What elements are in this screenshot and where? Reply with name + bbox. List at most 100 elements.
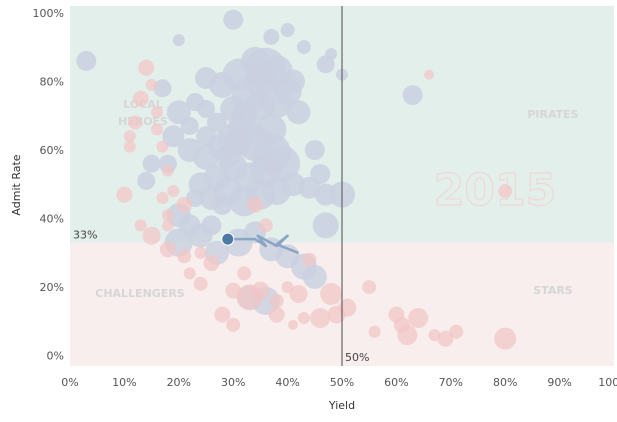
x-tick-label: 60% (384, 376, 408, 389)
y-tick-label: 60% (40, 144, 64, 157)
bubble-blue-25 (186, 93, 205, 111)
x-tick-label: 40% (275, 376, 299, 389)
bubble-blue-4 (280, 23, 295, 37)
bubble-pink-2 (132, 90, 149, 107)
bubble-blue-75 (212, 194, 233, 215)
bubbles (76, 9, 517, 350)
bubble-blue-9 (402, 85, 423, 106)
y-tick-label: 80% (40, 75, 64, 88)
x-tick-label: 20% (167, 376, 191, 389)
bubble-pink-16 (159, 241, 176, 258)
bubble-pink-43 (498, 184, 513, 199)
bubble-pink-37 (408, 308, 429, 328)
reference-lines: 50% 33% (73, 6, 369, 366)
y-axis-label: Admit Rate (10, 154, 23, 215)
bubble-pink-49 (194, 246, 207, 259)
bubble-blue-64 (302, 264, 327, 289)
bubble-pink-44 (320, 283, 343, 305)
bubble-blue-3 (263, 28, 280, 45)
trail-group (221, 232, 299, 255)
bubble-pink-31 (338, 298, 357, 317)
bubble-pink-23 (251, 281, 270, 300)
x-tick-label: 0% (61, 376, 78, 389)
bubble-blue-1 (172, 34, 185, 47)
bubble-blue-71 (196, 126, 216, 147)
bubble-blue-23 (206, 112, 227, 133)
x-tick-label: 10% (112, 376, 136, 389)
bubble-pink-52 (288, 319, 298, 330)
bubble-pink-9 (156, 140, 169, 153)
bubble-blue-79 (201, 215, 222, 236)
bubble-blue-27 (166, 100, 191, 125)
bubble-pink-26 (289, 285, 308, 303)
bubble-pink-7 (151, 123, 163, 136)
bubble-pink-54 (183, 267, 196, 280)
axes: 0% 10% 20% 30% 40% 50% 60% 70% 80% 90% 100% 0% 20% 40… (33, 7, 617, 389)
bubble-blue-5 (296, 40, 311, 55)
x-tick-label: 90% (547, 376, 571, 389)
bubble-pink-27 (268, 306, 285, 323)
y-tick-label: 0% (47, 350, 64, 363)
x-tick-label: 30% (221, 376, 245, 389)
y-tick-label: 40% (40, 213, 64, 226)
bubble-blue-74 (256, 114, 287, 145)
bubble-pink-6 (151, 106, 163, 119)
y-tick-label: 100% (33, 7, 64, 20)
bubble-pink-11 (167, 185, 180, 198)
bubble-pink-41 (494, 327, 517, 350)
bubble-pink-5 (123, 140, 136, 153)
highlight-point (221, 232, 235, 246)
bubble-pink-51 (161, 219, 174, 232)
trail-line (227, 234, 299, 255)
bubble-blue-70 (215, 144, 240, 169)
bubble-pink-32 (362, 280, 377, 295)
bubble-pink-14 (134, 219, 147, 232)
bubble-blue-53 (137, 171, 156, 190)
reference-label-x: 50% (345, 351, 369, 364)
bubble-pink-45 (247, 196, 263, 213)
bubble-pink-42 (424, 69, 434, 80)
bubble-pink-39 (437, 330, 454, 347)
bubble-pink-36 (397, 325, 418, 346)
bubble-blue-65 (312, 212, 339, 239)
reference-label-y: 33% (73, 229, 97, 242)
bubble-pink-18 (203, 255, 220, 272)
bubble-pink-10 (161, 164, 174, 177)
bubble-blue-77 (153, 79, 172, 98)
bubble-pink-8 (116, 186, 133, 203)
x-tick-label: 50% (330, 376, 354, 389)
x-tick-label: 100% (598, 376, 617, 389)
quadrant-label-bottom-right: STARS (533, 284, 573, 297)
bubble-pink-28 (297, 312, 310, 324)
bubble-pink-33 (368, 325, 381, 338)
bubble-blue-49 (310, 164, 331, 184)
bubble-pink-46 (258, 218, 273, 233)
y-tick-label: 20% (40, 281, 64, 294)
bubble-pink-24 (269, 293, 284, 308)
bubble-pink-48 (226, 317, 241, 332)
bubble-pink-0 (138, 59, 155, 76)
bubble-pink-20 (193, 276, 208, 291)
x-axis-label: Yield (328, 399, 355, 412)
bubble-blue-0 (76, 50, 97, 71)
bubble-pink-40 (449, 324, 464, 339)
bubble-pink-13 (161, 209, 174, 222)
bubble-blue-50 (304, 140, 325, 160)
quadrant-label-top-right: PIRATES (527, 108, 578, 121)
bubble-pink-15 (142, 226, 161, 245)
bubble-pink-4 (123, 130, 136, 143)
bubble-blue-73 (244, 65, 277, 98)
bubble-blue-21 (286, 100, 311, 125)
quadrant-labels: LOCALHEROESPIRATESCHALLENGERSSTARS (95, 98, 578, 300)
watermark: 2015 (434, 165, 556, 216)
bubble-pink-19 (237, 266, 252, 281)
bubble-pink-12 (156, 192, 169, 204)
bubble-blue-28 (162, 125, 185, 148)
bubble-blue-20 (273, 77, 302, 106)
bubble-blue-78 (142, 154, 161, 173)
bubble-blue-72 (231, 102, 258, 129)
quadrant-label-bottom-left: CHALLENGERS (95, 287, 185, 300)
bubble-blue-2 (223, 9, 244, 30)
